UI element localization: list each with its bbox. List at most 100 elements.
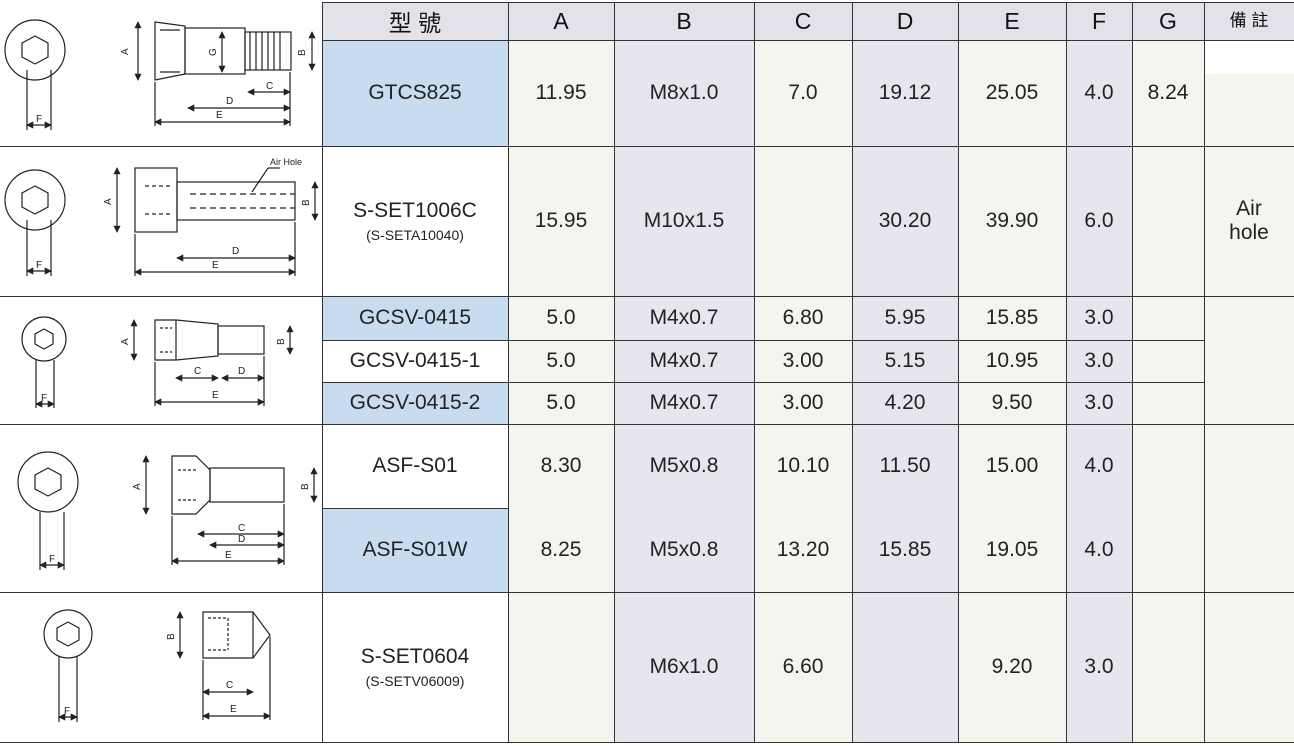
group-divider <box>0 146 1294 147</box>
value-cell-c: 7.0 <box>788 81 818 104</box>
value-cell-f: 4.0 <box>1084 538 1114 561</box>
value-cell-f: 3.0 <box>1084 306 1114 329</box>
value-cell-b: M10x1.5 <box>643 209 725 232</box>
dim-label-g: G <box>208 48 219 56</box>
dim-label-f: F <box>36 114 42 125</box>
column-background <box>958 40 1066 742</box>
value-cell-g <box>1132 340 1204 382</box>
model-cell: ASF-S01W <box>322 508 508 592</box>
dim-label-a: A <box>103 198 114 205</box>
value-cell-d: 30.20 <box>878 209 932 232</box>
dim-label-e: E <box>225 550 232 561</box>
diagram-s-set0604 <box>43 609 271 722</box>
column-background <box>1066 40 1132 742</box>
column-background <box>508 40 614 742</box>
model-cell: ASF-S01 <box>322 424 508 508</box>
value-cell-e: 39.90 <box>985 209 1039 232</box>
header-col-a: A <box>553 7 569 34</box>
value-cell-e: 15.85 <box>985 306 1039 329</box>
value-cell-b: M8x1.0 <box>649 81 719 104</box>
column-divider <box>508 2 509 742</box>
group-divider <box>0 296 1294 297</box>
dim-label-b: B <box>301 199 312 206</box>
value-cell-a: 11.95 <box>535 81 587 104</box>
value-cell-a: 5.0 <box>546 391 576 414</box>
value-cell-d: 19.12 <box>878 81 932 104</box>
value-cell-f: 4.0 <box>1084 81 1114 104</box>
value-cell-a <box>508 592 614 742</box>
diagram-asf-s01 <box>17 451 318 570</box>
remark-cell <box>1204 592 1294 742</box>
value-cell-g <box>1132 296 1204 340</box>
header-col-f: F <box>1091 7 1107 34</box>
value-cell-e: 9.50 <box>991 391 1033 414</box>
value-cell-c: 3.00 <box>782 391 824 414</box>
model-cell-background <box>322 382 508 424</box>
diagram-gtcs825 <box>4 19 316 130</box>
column-divider <box>322 2 323 742</box>
dim-label-f: F <box>36 260 42 271</box>
row-divider <box>322 508 508 509</box>
value-cell-c: 6.80 <box>782 306 824 329</box>
header-col-g: G <box>1159 7 1177 34</box>
value-cell-e: 19.05 <box>985 538 1039 561</box>
air-hole-label: Air Hole <box>270 157 302 167</box>
remark-cell <box>1204 296 1294 340</box>
model-cell-background <box>322 146 508 296</box>
column-divider <box>1132 2 1133 742</box>
column-background <box>614 40 754 742</box>
model-cell: GCSV-0415-2 <box>322 382 508 424</box>
remark-cell <box>1204 424 1294 508</box>
model-name: S-SET1006C <box>353 199 477 222</box>
header-col-c: C <box>794 7 812 34</box>
column-divider <box>958 2 959 742</box>
model-cell-background <box>322 340 508 382</box>
value-cell-c: 10.10 <box>776 454 830 477</box>
dim-label-d: D <box>232 246 239 257</box>
dim-label-a: A <box>120 48 131 55</box>
model-name: ASF-S01 <box>372 454 458 477</box>
value-cell-d <box>852 592 958 742</box>
model-cell: GTCS825 <box>322 40 508 146</box>
value-cell-d: 11.50 <box>879 454 931 477</box>
remark-cell <box>1204 340 1294 382</box>
column-divider <box>852 2 853 742</box>
dim-label-c: C <box>194 366 201 377</box>
model-cell-background <box>322 40 508 146</box>
column-background <box>1132 40 1204 742</box>
row-divider <box>322 340 1204 341</box>
dim-label-b: B <box>166 633 177 640</box>
value-cell-c: 3.00 <box>782 349 824 372</box>
model-name: GCSV-0415-1 <box>349 349 481 372</box>
diagram-column: F A G B C D E F A B D E Air Hole F A B C… <box>4 19 319 722</box>
remark-cell <box>1204 40 1294 146</box>
value-cell-f: 3.0 <box>1084 391 1114 414</box>
dim-label-b: B <box>297 49 308 56</box>
value-cell-g: 8.24 <box>1147 81 1189 104</box>
remark-cell: Air hole <box>1204 146 1294 296</box>
model-cell-background <box>322 424 508 508</box>
remark-cell <box>1204 508 1294 592</box>
value-cell-f: 3.0 <box>1084 349 1114 372</box>
remark-text: hole <box>1229 221 1269 244</box>
model-cell-background <box>322 592 508 742</box>
value-cell-b: M6x1.0 <box>649 655 719 678</box>
header-model: 型 號 <box>388 10 442 36</box>
header-col-e: E <box>1004 7 1020 34</box>
value-cell-g <box>1132 146 1204 296</box>
value-cell-f: 6.0 <box>1084 209 1114 232</box>
model-alias: (S-SETA10040) <box>366 227 464 243</box>
header-bottom-border <box>322 40 1294 41</box>
value-cell-b: M5x0.8 <box>649 538 719 561</box>
diagram-s-set1006c <box>4 167 319 276</box>
model-cell: S-SET0604 (S-SETV06009) <box>322 592 508 742</box>
dim-label-c: C <box>266 81 273 92</box>
value-cell-c <box>754 146 852 296</box>
dim-label-e: E <box>216 110 223 121</box>
value-cell-f: 4.0 <box>1084 454 1114 477</box>
model-cell: GCSV-0415 <box>322 296 508 340</box>
value-cell-d: 15.85 <box>878 538 932 561</box>
group-divider <box>0 592 1294 593</box>
remark-cell <box>1204 382 1294 424</box>
value-cell-g <box>1132 508 1204 592</box>
